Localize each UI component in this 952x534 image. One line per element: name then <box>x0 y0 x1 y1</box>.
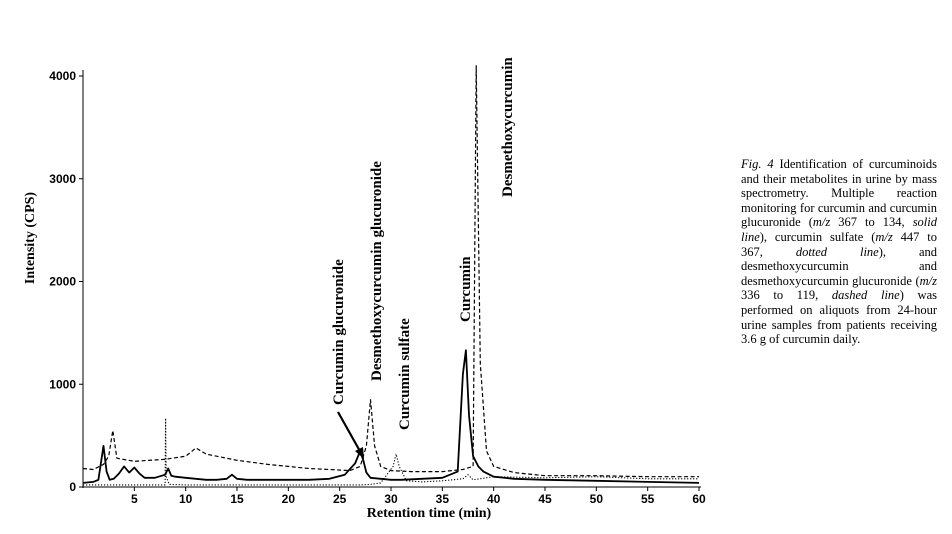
y-tick-label: 4000 <box>49 69 76 83</box>
series-dotted-line <box>83 417 699 486</box>
x-tick-label: 40 <box>487 492 501 506</box>
caption-dashed-line: dashed line <box>831 288 900 303</box>
axes: 0 1000 2000 3000 4000 5 10 15 20 25 30 35 40 45 50 55 60 <box>49 69 706 506</box>
annotation-curcumin-sulfate: Curcumin sulfate <box>397 318 413 430</box>
x-tick-label: 60 <box>692 492 706 506</box>
caption-solid-line: solid line <box>741 215 937 244</box>
caption-text-7: ) was performed on aliquots from 24-hour… <box>741 288 937 347</box>
figure-caption: Fig. 4 Identification of curcuminoids an… <box>741 157 937 347</box>
caption-text-1: Identification of curcuminoids and their… <box>741 157 937 230</box>
annotation-curcumin-glucuronide: Curcumin glucuronide <box>331 259 347 405</box>
y-tick-label: 3000 <box>49 172 76 186</box>
annotation-desmethoxycurcumin-glucuronide: Desmethoxycurcumin glucuronide <box>369 161 385 381</box>
x-tick-label: 50 <box>590 492 604 506</box>
x-tick-label: 10 <box>179 492 193 506</box>
caption-text-2: 367 to 134, <box>830 215 913 230</box>
curcumin-glucuronide-arrow-head <box>355 447 364 459</box>
series-solid-line <box>82 349 700 484</box>
caption-text-5: ), and desmethoxycurcumin and desmethoxy… <box>741 244 937 288</box>
chromatogram-chart: 0 1000 2000 3000 4000 5 10 15 20 25 30 35 40 45 50 55 60… <box>23 57 706 521</box>
x-tick-label: 30 <box>384 492 398 506</box>
x-tick-label: 20 <box>282 492 296 506</box>
y-tick-label: 0 <box>69 480 76 494</box>
caption-text-4: 447 to 367, <box>741 229 937 259</box>
x-tick-label: 45 <box>538 492 552 506</box>
x-tick-label: 5 <box>131 492 138 506</box>
caption-fig-label: Fig. 4 <box>741 157 774 171</box>
caption-dotted-line: dotted line <box>795 244 879 259</box>
caption-mz-3: m/z <box>919 273 937 288</box>
caption-text-6: 336 to 119, <box>741 288 832 303</box>
series-dashed-line <box>82 65 699 478</box>
x-tick-label: 25 <box>333 492 347 506</box>
caption-mz-2: m/z <box>875 229 893 244</box>
curcumin-glucuronide-arrow-shaft <box>337 411 362 454</box>
caption-text-3: ), curcumin sulfate ( <box>759 229 876 244</box>
xlabel: Retention time (min) <box>367 506 492 521</box>
x-tick-label: 35 <box>436 492 450 506</box>
x-tick-label: 55 <box>641 492 655 506</box>
ylabel: Intensity (CPS) <box>23 192 38 285</box>
y-tick-label: 2000 <box>49 275 76 289</box>
y-tick-label: 1000 <box>49 377 76 391</box>
x-tick-label: 15 <box>230 492 244 506</box>
annotation-curcumin: Curcumin <box>458 256 474 322</box>
caption-mz-1: m/z <box>812 215 831 230</box>
annotation-desmethoxycurcumin: Desmethoxycurcumin <box>500 57 516 197</box>
series-group <box>82 65 700 486</box>
